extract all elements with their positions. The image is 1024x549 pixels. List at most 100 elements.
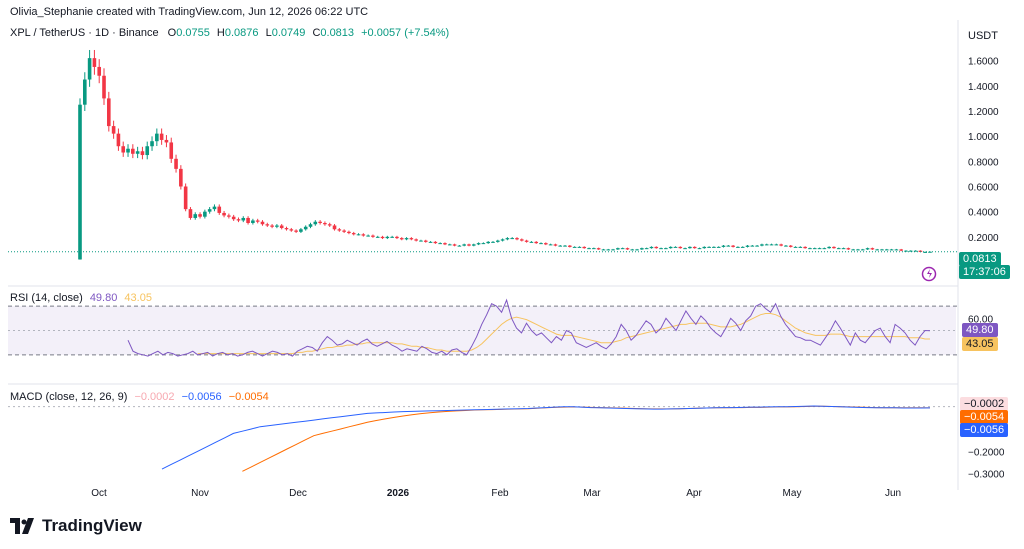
candle-body [279,225,284,229]
candle-body [255,220,260,222]
candle-body [568,245,572,247]
candle-body [107,98,111,127]
candle-body [846,248,851,250]
time-tick-label: Apr [686,488,702,499]
candle-body [265,224,270,226]
candle-body [193,214,198,218]
signal-legend-value: −0.0054 [228,391,269,403]
candle-body [356,234,361,236]
ohlc-open-label: O [167,27,177,39]
candle-body [332,225,337,230]
macd-legend-name[interactable]: MACD (close, 12, 26, 9) [10,391,128,403]
candle-body [510,238,515,240]
price-tick-label: 1.2000 [968,107,999,118]
candle-body [347,231,351,234]
lightning-bolt-mark [927,269,932,278]
candle-body [217,206,222,213]
candle-body [779,244,783,246]
candle-body [856,249,860,251]
price-tick-label: 1.0000 [968,132,999,143]
candle-body [731,245,735,247]
candle-body [203,211,207,217]
candle-body [289,229,294,231]
candle-body [351,233,356,235]
rsi-ma-legend-value: 43.05 [124,292,152,304]
candle-body [707,246,711,248]
candle-body [577,246,582,248]
candle-body [520,239,524,241]
candle-body [529,241,534,243]
candle-body [601,249,606,251]
candle-body [928,251,932,253]
macd-tick-label: −0.2000 [968,447,1005,458]
candle-body [83,79,87,105]
candle-body [467,244,471,246]
candle-body [404,238,409,240]
countdown-tag: 17:37:06 [959,265,1010,279]
candle-body [841,248,846,250]
candle-body [270,225,274,227]
candle-body [673,246,678,248]
macd-tick-label: −0.3000 [968,470,1005,481]
candle-body [159,133,164,140]
candle-body [116,133,121,147]
candle-body [616,248,620,250]
lightning-icon[interactable] [921,266,937,282]
candle-body [822,248,827,250]
candle-body [688,246,692,249]
time-tick-label: Dec [289,488,307,499]
rsi-tag: 49.80 [962,323,998,337]
price-tick-label: 1.4000 [968,82,999,93]
candle-body [572,246,577,248]
candle-body [241,217,246,221]
candle-body [534,241,539,244]
candle-body [414,239,418,241]
price-tick-label: 0.2000 [968,233,999,244]
candle-body [126,148,130,153]
candle-body [491,241,495,243]
candle-body [726,245,731,247]
candle-body [836,248,841,250]
candle-body [904,250,908,252]
candle-body [606,249,611,251]
candle-body [798,246,803,248]
rsi-legend: RSI (14, close) 49.80 43.05 [10,292,152,304]
candle-body [769,244,774,246]
candle-body [366,235,370,237]
candle-body [380,236,385,239]
candle-body [764,244,769,246]
rsi-legend-name[interactable]: RSI (14, close) [10,292,83,304]
candle-body [188,209,193,218]
ohlc-high-label: H [216,27,225,39]
candle-body [260,221,265,225]
candle-body [131,148,135,154]
candle-body [251,220,255,223]
candle-body [155,133,159,142]
candle-body [375,236,380,238]
candle-body [179,168,183,187]
candle-body [495,240,500,242]
candle-body [443,243,447,245]
candle-body [294,230,298,232]
candle-body [808,248,812,250]
candle-body [102,75,106,99]
rsi-legend-value: 49.80 [89,292,118,304]
candle-body [880,249,884,251]
symbol-title[interactable]: XPL / TetherUS · 1D · Binance [10,27,159,39]
candle-body [678,246,683,249]
ohlc-low: 0.0749 [271,27,306,39]
candle-body [817,248,822,250]
ohlc-close: 0.0813 [320,27,355,39]
candle-body [135,151,140,154]
candle-body [150,141,154,147]
candle-body [788,245,793,247]
candle-body [899,249,903,251]
candle-body [851,249,855,251]
candle-body [668,246,673,249]
candle-body [399,238,404,240]
tradingview-logo[interactable]: TradingView [10,516,142,536]
candle-body [198,214,202,217]
candle-body [361,234,366,236]
candle-body [592,248,596,250]
